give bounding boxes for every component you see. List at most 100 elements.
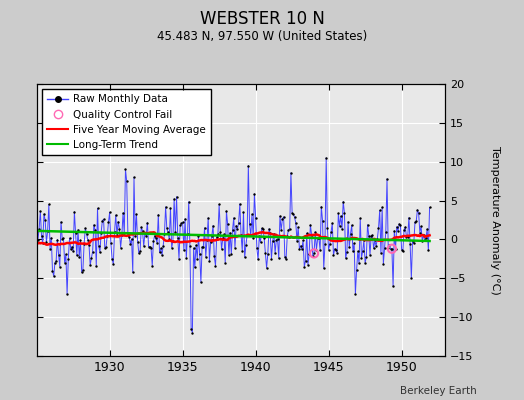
Point [154, 211, 162, 218]
Point [112, 212, 120, 218]
Point [410, 240, 418, 246]
Point [320, 265, 328, 272]
Point [114, 218, 123, 225]
Point [287, 170, 295, 176]
Point [128, 269, 137, 276]
Point [192, 242, 200, 248]
Point [265, 226, 273, 232]
Point [92, 263, 101, 270]
Point [268, 238, 277, 244]
Point [176, 222, 184, 228]
Point [58, 236, 67, 242]
Point [335, 223, 344, 230]
Point [146, 244, 154, 250]
Point [142, 233, 150, 239]
Point [169, 237, 177, 244]
Point [370, 237, 379, 244]
Point [97, 229, 105, 236]
Point [276, 213, 284, 219]
Point [160, 231, 169, 238]
Point [203, 237, 211, 243]
Point [216, 229, 225, 236]
Point [408, 238, 417, 244]
Point [170, 196, 178, 202]
Point [149, 238, 158, 244]
Point [168, 244, 176, 251]
Point [385, 242, 394, 248]
Point [338, 226, 346, 232]
Point [195, 251, 204, 257]
Point [362, 254, 370, 260]
Point [132, 211, 140, 217]
Point [244, 162, 253, 169]
Point [157, 245, 165, 252]
Point [85, 241, 93, 248]
Point [166, 205, 174, 212]
Point [289, 211, 298, 217]
Point [52, 258, 60, 264]
Point [74, 226, 82, 233]
Point [208, 232, 216, 239]
Point [359, 237, 368, 244]
Point [358, 248, 367, 254]
Point [293, 237, 301, 244]
Point [101, 245, 109, 252]
Point [181, 216, 189, 222]
Point [308, 232, 316, 238]
Point [290, 214, 299, 220]
Point [425, 204, 434, 211]
Point [103, 232, 112, 239]
Point [125, 234, 133, 240]
Point [138, 228, 147, 234]
Point [185, 243, 194, 250]
Point [416, 229, 424, 236]
Point [198, 244, 206, 250]
Point [400, 227, 408, 233]
Point [340, 210, 348, 216]
Point [228, 227, 237, 233]
Point [403, 234, 412, 240]
Point [331, 246, 339, 252]
Text: WEBSTER 10 N: WEBSTER 10 N [200, 10, 324, 28]
Point [151, 235, 160, 242]
Point [373, 236, 381, 242]
Point [281, 254, 289, 260]
Point [134, 238, 142, 245]
Point [100, 216, 108, 222]
Point [223, 221, 232, 228]
Point [153, 240, 161, 246]
Point [51, 260, 59, 266]
Point [405, 214, 413, 221]
Point [316, 247, 324, 253]
Point [388, 246, 396, 252]
Point [40, 211, 48, 217]
Point [49, 273, 58, 279]
Point [363, 222, 372, 228]
Point [259, 226, 267, 232]
Point [377, 250, 385, 256]
Text: Berkeley Earth: Berkeley Earth [400, 386, 477, 396]
Point [180, 247, 188, 254]
Point [324, 246, 333, 253]
Point [139, 243, 148, 249]
Point [350, 240, 358, 246]
Point [104, 219, 113, 226]
Point [86, 262, 94, 268]
Point [145, 244, 153, 250]
Point [109, 261, 117, 267]
Y-axis label: Temperature Anomaly (°C): Temperature Anomaly (°C) [490, 146, 500, 294]
Point [256, 239, 265, 246]
Point [54, 251, 63, 258]
Point [71, 230, 80, 236]
Point [422, 235, 430, 241]
Point [264, 251, 272, 257]
Point [252, 214, 260, 221]
Point [288, 210, 296, 216]
Point [48, 268, 57, 274]
Point [231, 244, 239, 251]
Point [322, 155, 330, 161]
Point [35, 226, 43, 232]
Point [272, 237, 280, 243]
Point [115, 226, 124, 232]
Point [285, 227, 293, 233]
